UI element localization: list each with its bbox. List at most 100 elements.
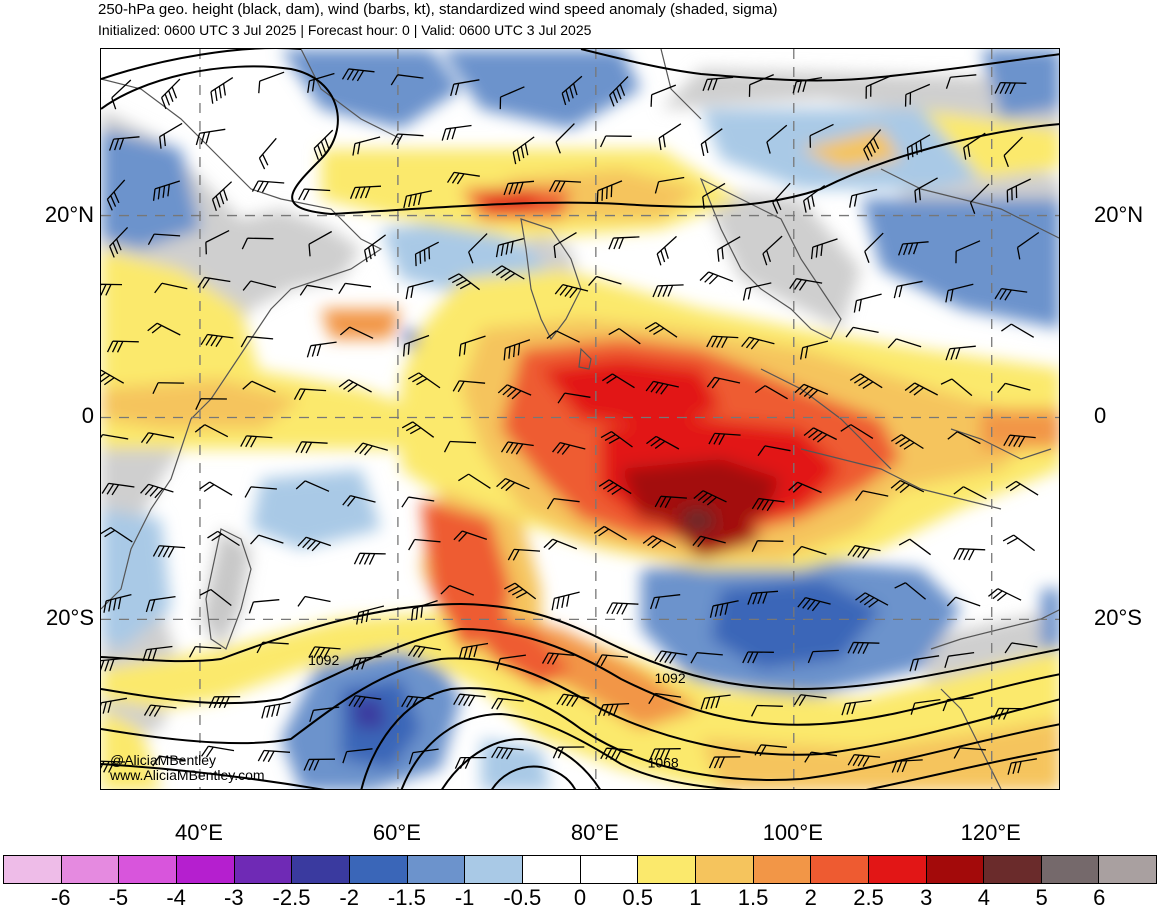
weather-map: 1092 1092 1068 [101, 49, 1059, 789]
wind-barb [210, 77, 234, 104]
wind-barb [106, 179, 126, 211]
colorbar-swatch [638, 856, 696, 883]
colorbar-label: 1.5 [737, 885, 769, 910]
wind-barb [242, 380, 276, 393]
colorbar-label: -0.5 [503, 885, 542, 910]
wind-barb [644, 321, 678, 338]
colorbar-swatch [1099, 856, 1157, 883]
wind-barb [1006, 178, 1031, 203]
wind-barb [491, 746, 524, 760]
wind-barb [793, 694, 827, 707]
wind-barb [1007, 758, 1038, 775]
wind-barb [195, 128, 226, 146]
colorbar-label: -5 [108, 885, 129, 910]
wind-barb [503, 339, 531, 361]
wind-barb [308, 646, 341, 659]
wind-barb [945, 283, 974, 303]
wind-barb [497, 384, 532, 400]
wind-barb [793, 545, 827, 556]
height-contours [101, 49, 1059, 789]
lat-label-left: 0 [81, 403, 94, 429]
wind-barb [898, 538, 931, 556]
colorbar-swatch [695, 856, 754, 883]
wind-barb [352, 136, 381, 156]
wind-barb [403, 190, 433, 209]
wind-barb [499, 86, 525, 110]
wind-barb [994, 288, 1028, 301]
wind-barb [154, 282, 188, 294]
wind-barb [717, 236, 741, 262]
wind-barb [845, 326, 879, 338]
wind-barb [654, 495, 687, 508]
wind-barb [789, 278, 823, 291]
wind-barb [101, 369, 125, 386]
wind-barb [458, 335, 486, 357]
wind-barb [552, 441, 586, 455]
wind-barb [199, 481, 233, 496]
colorbar-label: 6 [1093, 885, 1106, 910]
wind-barb [945, 345, 976, 361]
wind-barb [240, 335, 274, 348]
wind-barb [849, 188, 878, 208]
wind-barb [602, 373, 635, 389]
wind-barb [495, 237, 524, 258]
wind-barb [609, 76, 629, 107]
wind-barb [855, 592, 889, 608]
wind-barb [258, 71, 285, 94]
wind-barb [342, 495, 376, 507]
wind-barb [458, 473, 491, 489]
wind-barb [906, 134, 931, 160]
wind-barb [794, 383, 829, 399]
wind-barb [250, 534, 284, 545]
wind-barb [649, 748, 681, 761]
wind-barb [546, 330, 580, 343]
wind-barb [313, 129, 334, 160]
wind-barb [101, 482, 135, 496]
wind-barb [194, 424, 229, 438]
wind-barb [342, 748, 373, 764]
wind-barb [953, 486, 987, 500]
wind-barb [1005, 480, 1039, 496]
wind-barb [351, 655, 382, 671]
lat-label-left: 20°S [46, 605, 94, 631]
wind-barb [298, 188, 331, 201]
wind-barb [890, 434, 924, 450]
wind-barb [909, 655, 940, 672]
wind-barb [453, 530, 488, 542]
wind-barb [504, 582, 537, 600]
colorbar-label: 0 [573, 885, 587, 910]
wind-barb [349, 185, 382, 199]
wind-barb [103, 593, 132, 613]
wind-barb [953, 747, 986, 759]
contour-label: 1092 [654, 670, 685, 686]
wind-barb [211, 181, 233, 212]
map-title: 250-hPa geo. height (black, dam), wind (… [98, 1, 778, 18]
wind-barb [443, 440, 477, 453]
wind-barb [152, 755, 186, 767]
wind-barb [940, 378, 973, 397]
wind-barb [841, 699, 872, 716]
wind-barb [747, 590, 779, 605]
wind-barb [807, 649, 839, 664]
wind-barb [853, 293, 882, 313]
wind-barb [458, 642, 489, 660]
wind-barb [109, 226, 129, 258]
wind-barb [101, 657, 125, 672]
wind-barb [757, 445, 791, 457]
lon-label: 40°E [174, 820, 223, 845]
wind-barb [468, 233, 488, 264]
wind-barb [741, 336, 775, 350]
wind-barb [348, 695, 382, 708]
colorbar-swatch [119, 856, 177, 883]
wind-barb [503, 180, 535, 196]
wind-barb [750, 704, 783, 717]
wind-barb [491, 697, 524, 710]
wind-barb [702, 182, 726, 209]
wind-barb [152, 180, 180, 201]
wind-barb [195, 398, 227, 410]
wind-barb [847, 754, 881, 767]
wind-barb [599, 135, 632, 148]
wind-barb [507, 548, 541, 561]
colorbar-label: -6 [50, 885, 71, 910]
colorbar-label: 3 [920, 885, 933, 910]
